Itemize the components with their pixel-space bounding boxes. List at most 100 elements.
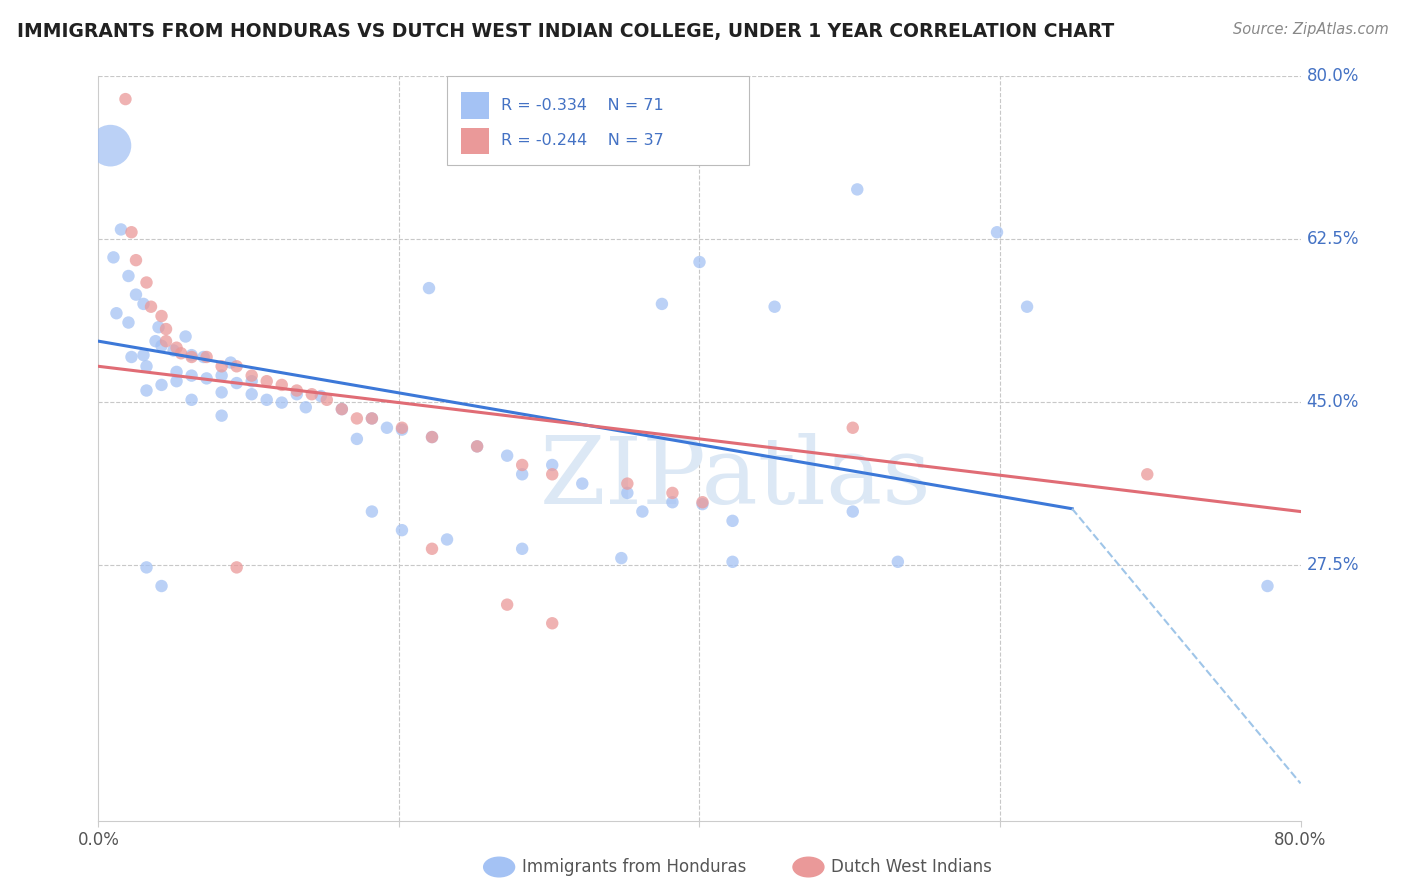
- Point: [465, 439, 488, 453]
- Point: [1015, 300, 1038, 314]
- Text: R = -0.244    N = 37: R = -0.244 N = 37: [501, 134, 664, 148]
- Point: [125, 253, 148, 268]
- Point: [692, 495, 714, 509]
- Point: [510, 541, 533, 556]
- Text: 62.5%: 62.5%: [1306, 230, 1360, 248]
- Point: [270, 395, 292, 409]
- Point: [145, 334, 167, 348]
- Point: [391, 423, 413, 437]
- Point: [195, 350, 218, 364]
- Point: [1256, 579, 1278, 593]
- Point: [180, 350, 202, 364]
- Point: [721, 555, 744, 569]
- Point: [391, 523, 413, 537]
- Point: [661, 495, 683, 509]
- Point: [541, 458, 564, 472]
- Point: [125, 287, 148, 301]
- Point: [225, 359, 247, 374]
- Point: [496, 598, 519, 612]
- Text: Dutch West Indians: Dutch West Indians: [831, 858, 991, 876]
- Point: [420, 430, 443, 444]
- Point: [103, 251, 125, 265]
- Point: [346, 411, 368, 425]
- Text: R = -0.334    N = 71: R = -0.334 N = 71: [501, 98, 664, 112]
- Point: [361, 411, 384, 425]
- Text: Source: ZipAtlas.com: Source: ZipAtlas.com: [1233, 22, 1389, 37]
- Point: [661, 486, 683, 500]
- Point: [211, 359, 233, 374]
- Point: [166, 365, 188, 379]
- Point: [541, 616, 564, 631]
- Point: [496, 449, 519, 463]
- Point: [346, 432, 368, 446]
- Point: [211, 385, 233, 400]
- Point: [846, 182, 869, 196]
- Point: [651, 297, 673, 311]
- Point: [616, 476, 638, 491]
- Point: [240, 368, 263, 383]
- Text: IMMIGRANTS FROM HONDURAS VS DUTCH WEST INDIAN COLLEGE, UNDER 1 YEAR CORRELATION : IMMIGRANTS FROM HONDURAS VS DUTCH WEST I…: [17, 22, 1114, 41]
- Text: ZIPatlas: ZIPatlas: [540, 433, 931, 523]
- Point: [610, 551, 633, 566]
- Point: [150, 339, 173, 353]
- Point: [1136, 467, 1159, 482]
- Point: [842, 504, 865, 518]
- Point: [375, 421, 398, 435]
- Point: [121, 350, 143, 364]
- Text: Immigrants from Honduras: Immigrants from Honduras: [522, 858, 747, 876]
- Point: [148, 320, 170, 334]
- Point: [418, 281, 440, 295]
- Point: [842, 421, 865, 435]
- Point: [150, 579, 173, 593]
- Point: [155, 334, 177, 348]
- Point: [180, 348, 202, 362]
- Point: [135, 384, 157, 398]
- Point: [510, 467, 533, 482]
- Point: [225, 376, 247, 390]
- Point: [887, 555, 910, 569]
- Point: [240, 387, 263, 401]
- Point: [361, 411, 384, 425]
- Point: [166, 374, 188, 388]
- Point: [330, 402, 353, 417]
- Point: [294, 401, 316, 415]
- Point: [211, 368, 233, 383]
- Point: [105, 306, 128, 320]
- Point: [139, 300, 162, 314]
- Point: [510, 458, 533, 472]
- Point: [420, 541, 443, 556]
- Point: [132, 297, 155, 311]
- Point: [688, 255, 710, 269]
- Point: [135, 359, 157, 374]
- Point: [436, 533, 458, 547]
- Point: [309, 389, 332, 403]
- Point: [256, 374, 278, 388]
- Point: [180, 392, 202, 407]
- Point: [301, 387, 323, 401]
- Point: [631, 504, 654, 518]
- Point: [150, 378, 173, 392]
- Point: [391, 421, 413, 435]
- Point: [986, 225, 1008, 239]
- Point: [219, 355, 242, 369]
- Point: [420, 430, 443, 444]
- Point: [150, 309, 173, 323]
- Point: [211, 409, 233, 423]
- Point: [174, 329, 197, 343]
- Point: [110, 222, 132, 236]
- Point: [240, 374, 263, 388]
- Point: [114, 92, 136, 106]
- Point: [225, 560, 247, 574]
- Point: [270, 378, 292, 392]
- Point: [285, 384, 308, 398]
- Point: [315, 392, 337, 407]
- Point: [135, 560, 157, 574]
- Point: [135, 276, 157, 290]
- Point: [256, 392, 278, 407]
- Text: 45.0%: 45.0%: [1306, 392, 1360, 410]
- Point: [121, 225, 143, 239]
- Point: [166, 341, 188, 355]
- Point: [330, 402, 353, 417]
- Point: [180, 368, 202, 383]
- Point: [155, 322, 177, 336]
